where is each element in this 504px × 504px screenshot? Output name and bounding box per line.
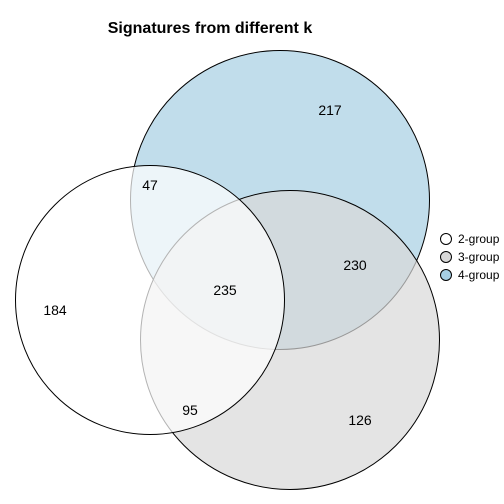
region-a-only: 184 [43,302,66,318]
region-bc: 230 [343,257,366,273]
legend-label-3group: 3-group [458,250,499,264]
region-ab: 95 [182,402,198,418]
legend-item-3group: 3-group [440,248,499,266]
legend-swatch-4group [440,269,452,281]
legend-item-4group: 4-group [440,266,499,284]
legend-swatch-2group [440,233,452,245]
region-c-only: 217 [318,102,341,118]
legend-label-4group: 4-group [458,268,499,282]
region-b-only: 126 [348,412,371,428]
legend-label-2group: 2-group [458,232,499,246]
venn-circle-2group [15,165,285,435]
venn-chart: Signatures from different k 184 126 217 … [0,0,504,504]
region-abc: 235 [213,282,236,298]
region-ac: 47 [142,177,158,193]
chart-title: Signatures from different k [0,20,420,38]
legend-item-2group: 2-group [440,230,499,248]
legend: 2-group 3-group 4-group [440,230,499,284]
legend-swatch-3group [440,251,452,263]
